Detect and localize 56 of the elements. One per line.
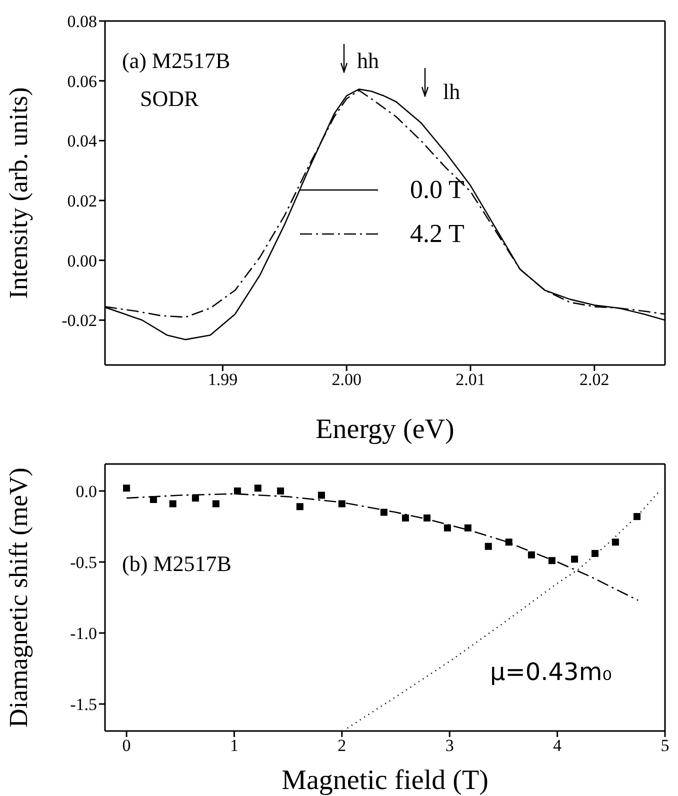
point — [548, 557, 556, 564]
x-tick-label: 0 — [122, 736, 131, 756]
point — [296, 503, 304, 510]
point — [464, 524, 472, 532]
point — [169, 500, 176, 508]
point — [592, 550, 598, 557]
legend-label: 0.0 T — [410, 175, 464, 205]
y-tick-label: -0.02 — [62, 311, 97, 330]
point — [338, 500, 346, 508]
point — [318, 492, 325, 499]
point — [484, 542, 492, 550]
x-tick-label: 2.02 — [580, 370, 610, 390]
x-tick-label: 2.01 — [456, 370, 486, 390]
x-tick-label: 1.99 — [208, 370, 238, 390]
point — [380, 508, 388, 516]
y-tick-label: 0.08 — [67, 12, 97, 32]
y-tick-label: -1.0 — [70, 624, 97, 644]
x-tick-label: 2 — [338, 736, 346, 756]
point — [277, 487, 284, 494]
x-tick-label: 3 — [445, 736, 454, 756]
y-tick-label: 0.02 — [67, 192, 97, 211]
point — [444, 524, 451, 532]
annotation: SODR — [140, 86, 199, 112]
x-axis-title: Energy (eV) — [316, 414, 454, 445]
x-tick-label: 4 — [553, 736, 562, 756]
point — [528, 551, 535, 558]
point — [254, 484, 262, 492]
point — [505, 538, 512, 546]
annotation: lh — [443, 79, 460, 105]
y-tick-label: 0.06 — [67, 72, 97, 91]
point — [571, 556, 578, 563]
point — [234, 487, 241, 494]
point — [150, 496, 157, 504]
y-tick-label: -1.5 — [70, 695, 97, 714]
y-axis-title: Diamagnetic shift (meV) — [4, 468, 34, 728]
x-axis-title: Magnetic field (T) — [282, 765, 488, 796]
y-tick-label: 0.00 — [67, 251, 97, 270]
point — [212, 500, 220, 508]
point — [123, 484, 130, 492]
point — [402, 514, 409, 522]
y-tick-label: 0.0 — [76, 482, 97, 502]
y-tick-label: -0.5 — [70, 553, 97, 572]
y-axis-title: Intensity (arb. units) — [4, 87, 34, 299]
annotation: (a) M2517B — [122, 48, 230, 74]
annotation: μ=0.43m₀ — [490, 658, 612, 686]
legend-label: 4.2 T — [410, 219, 464, 249]
x-tick-label: 5 — [660, 736, 670, 756]
annotation: (b) M2517B — [122, 551, 232, 577]
x-tick-label: 2.00 — [332, 370, 362, 390]
point — [192, 494, 199, 502]
x-tick-label: 1 — [230, 736, 238, 756]
point — [612, 538, 619, 546]
point — [634, 513, 640, 520]
annotation: hh — [357, 48, 379, 74]
point — [424, 514, 430, 522]
y-tick-label: 0.04 — [67, 132, 98, 151]
